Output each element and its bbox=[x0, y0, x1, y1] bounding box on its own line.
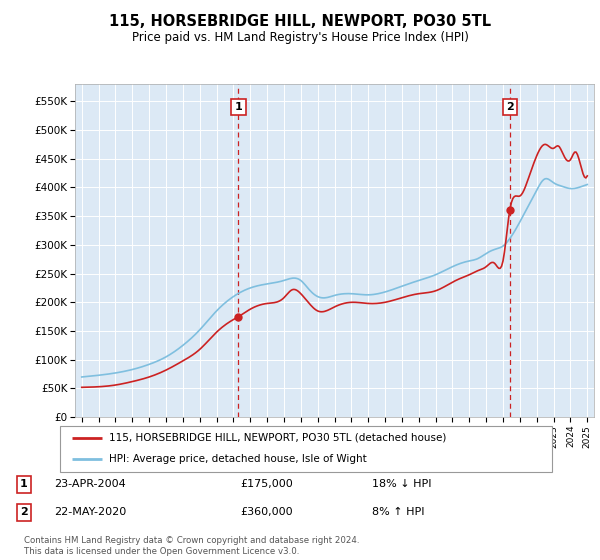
Text: 1: 1 bbox=[20, 479, 28, 489]
Text: 2: 2 bbox=[506, 102, 514, 112]
Text: 8% ↑ HPI: 8% ↑ HPI bbox=[372, 507, 425, 517]
Text: Price paid vs. HM Land Registry's House Price Index (HPI): Price paid vs. HM Land Registry's House … bbox=[131, 31, 469, 44]
Text: 115, HORSEBRIDGE HILL, NEWPORT, PO30 5TL: 115, HORSEBRIDGE HILL, NEWPORT, PO30 5TL bbox=[109, 14, 491, 29]
FancyBboxPatch shape bbox=[60, 426, 552, 472]
Text: 1: 1 bbox=[235, 102, 242, 112]
Text: Contains HM Land Registry data © Crown copyright and database right 2024.
This d: Contains HM Land Registry data © Crown c… bbox=[24, 536, 359, 556]
Text: £360,000: £360,000 bbox=[240, 507, 293, 517]
Text: 115, HORSEBRIDGE HILL, NEWPORT, PO30 5TL (detached house): 115, HORSEBRIDGE HILL, NEWPORT, PO30 5TL… bbox=[109, 433, 446, 443]
Text: 18% ↓ HPI: 18% ↓ HPI bbox=[372, 479, 431, 489]
Text: 2: 2 bbox=[20, 507, 28, 517]
Text: HPI: Average price, detached house, Isle of Wight: HPI: Average price, detached house, Isle… bbox=[109, 454, 367, 464]
Text: 22-MAY-2020: 22-MAY-2020 bbox=[54, 507, 126, 517]
Text: £175,000: £175,000 bbox=[240, 479, 293, 489]
Text: 23-APR-2004: 23-APR-2004 bbox=[54, 479, 126, 489]
